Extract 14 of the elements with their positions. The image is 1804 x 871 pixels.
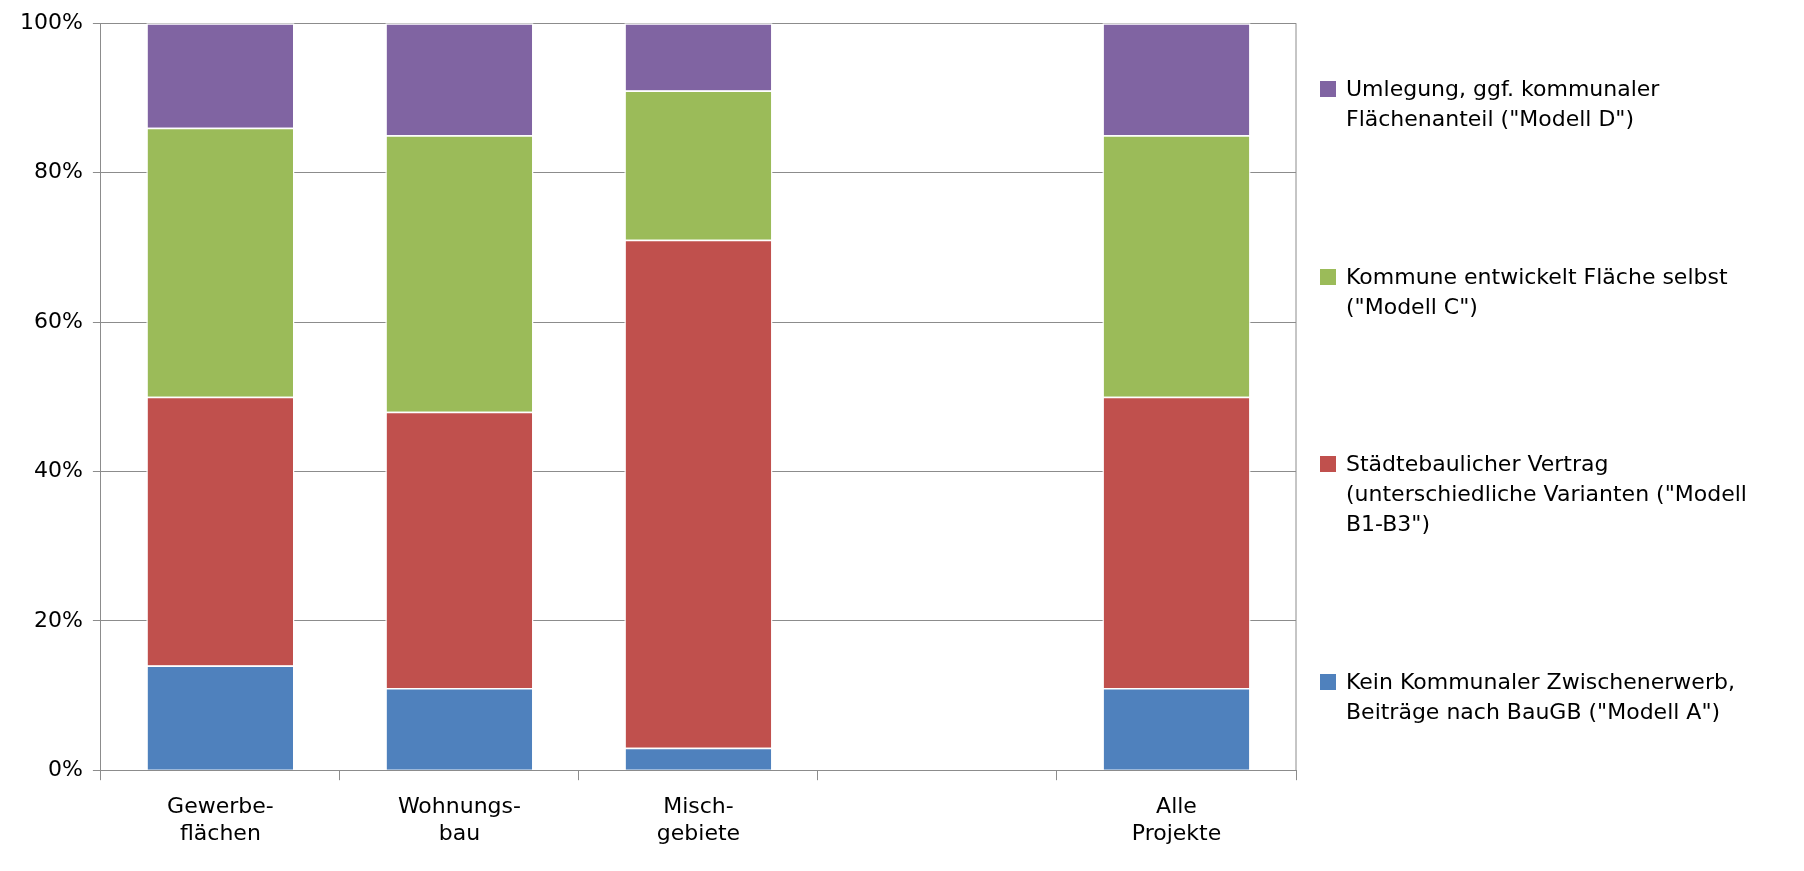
legend-label: Kommune entwickelt Fläche selbst ("Modell C") — [1346, 262, 1729, 321]
x-tick-label: Wohnungs- bau — [397, 793, 521, 845]
legend-label: Kein Kommunaler Zwischenerwerb, Beiträge nach BauGB ("Modell A") — [1346, 668, 1736, 727]
y-tick-label: 20% — [33, 606, 83, 632]
legend-label: Städtebaulicher Vertrag (unterschiedliche Varianten ("Modell B1-B3") — [1346, 450, 1748, 539]
y-tick-label: 0% — [47, 755, 83, 781]
y-tick-label: 60% — [33, 307, 83, 333]
x-tick-label: Gewerbe- flächen — [167, 793, 274, 845]
y-tick-label: 100% — [19, 8, 83, 34]
x-tick-label: Alle Projekte — [1131, 793, 1222, 845]
legend-label: Umlegung, ggf. kommunaler Flächenanteil ("Modell D") — [1346, 74, 1661, 133]
x-tick-label: Misch- gebiete — [656, 793, 741, 845]
y-tick-label: 80% — [33, 158, 83, 184]
y-tick-label: 40% — [33, 457, 83, 483]
